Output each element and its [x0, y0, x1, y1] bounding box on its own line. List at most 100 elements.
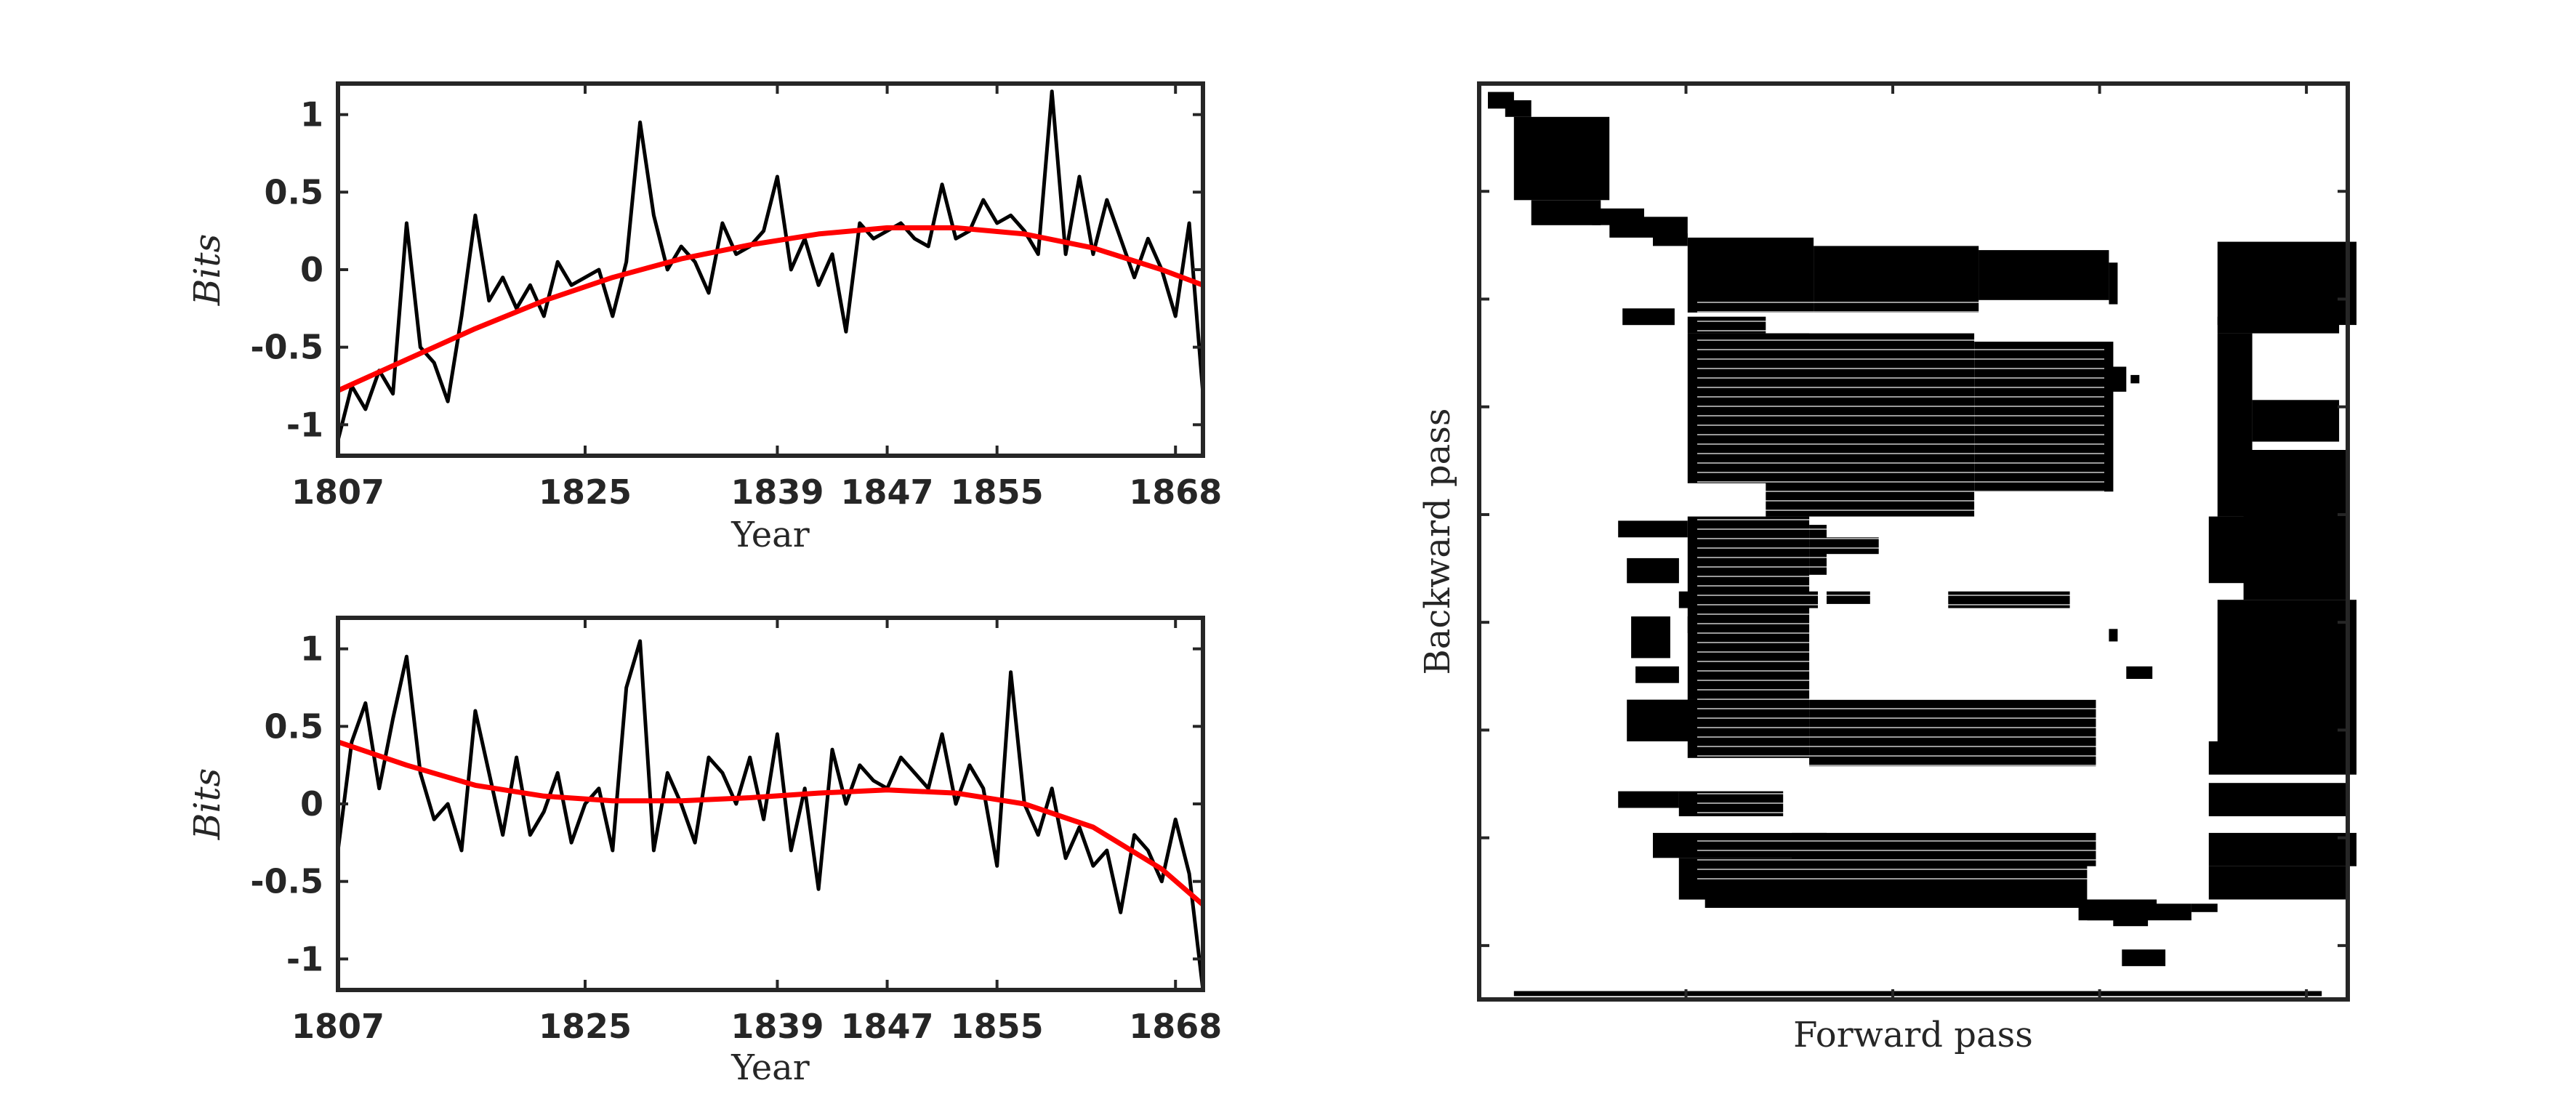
heatmap-block [1627, 558, 1679, 584]
heatmap-block [1513, 991, 2322, 997]
heatmap-texture [1697, 604, 2104, 605]
heatmap-texture [1697, 321, 2104, 322]
heatmap-texture [1697, 481, 2104, 483]
top-chart-series [338, 89, 1203, 443]
heatmap-texture [1697, 349, 2104, 350]
bottom-x-tick-label: 1839 [730, 1007, 824, 1046]
bottom-y-tick-label: 0.5 [265, 707, 324, 746]
heatmap-x-label: Forward pass [1793, 1015, 2033, 1055]
heatmap-texture [1697, 339, 2104, 341]
heatmap-texture [1697, 727, 2104, 728]
heatmap-block [2208, 866, 2348, 900]
heatmap-texture [1697, 302, 2104, 303]
bottom-chart-x-label: Year [730, 1047, 810, 1088]
top-x-tick-label: 1855 [951, 472, 1044, 512]
heatmap-texture [1697, 538, 2104, 539]
heatmap-block [2130, 374, 2140, 384]
heatmap-texture [1697, 623, 2104, 624]
bottom-chart-y-tick-labels: 1 0.5 0 -0.5 -1 [250, 629, 323, 979]
bottom-line-chart: 1807 1825 1839 1847 1855 1868 1 0.5 0 -0.5 -1 Yea… [186, 616, 1222, 1088]
heatmap-block [1505, 100, 1531, 117]
heatmap-block [2122, 949, 2166, 967]
heatmap-texture [1697, 406, 2104, 407]
heatmap-block [2109, 366, 2127, 392]
bottom-y-tick-label: 0 [300, 784, 323, 824]
top-y-tick-label: -1 [286, 405, 323, 444]
heatmap-block [2208, 516, 2261, 584]
heatmap-texture [1697, 708, 2104, 709]
heatmap-texture [1697, 472, 2104, 473]
heatmap-texture [1697, 368, 2104, 369]
heatmap-texture [1697, 831, 2104, 832]
heatmap-frame [1477, 81, 2350, 1002]
heatmap-block [1979, 250, 2109, 300]
top-y-tick-label: 1 [300, 95, 323, 134]
top-chart-y-label: Bits [186, 234, 228, 307]
heatmap-texture [1697, 821, 2104, 823]
top-chart-ticks [337, 84, 1203, 456]
heatmap-block [2217, 600, 2356, 767]
heatmap-texture [1697, 585, 2104, 587]
top-chart-y-tick-labels: 1 0.5 0 -0.5 -1 [250, 95, 323, 445]
heatmap-block [1635, 666, 1679, 683]
top-series-line-0 [338, 89, 1203, 443]
heatmap-texture [1697, 358, 2104, 360]
top-chart-x-label: Year [730, 515, 810, 555]
top-line-chart: 1807 1825 1839 1847 1855 1868 1 0.5 0 -0.5 -1 Yea… [186, 81, 1222, 555]
bottom-series-line-1 [338, 739, 1203, 908]
heatmap-block [2109, 262, 2118, 305]
heatmap-texture [1697, 519, 2104, 520]
bottom-chart-x-tick-labels: 1807 1825 1839 1847 1855 1868 [291, 1007, 1222, 1046]
heatmap-texture [1697, 415, 2104, 416]
heatmap-block [2078, 903, 2149, 921]
top-y-tick-label: -0.5 [250, 328, 323, 367]
heatmap-texture [1697, 859, 2104, 861]
bottom-chart-series [338, 639, 1203, 990]
heatmap-texture [1697, 793, 2104, 794]
heatmap-texture [1697, 462, 2104, 464]
heatmap-block [2208, 783, 2348, 816]
heatmap-block [1618, 791, 1679, 808]
heatmap-texture [1697, 595, 2104, 596]
heatmap-block [1687, 616, 1723, 633]
top-x-tick-label: 1847 [841, 472, 934, 512]
heatmap-texture [1697, 424, 2104, 426]
bottom-x-tick-label: 1825 [539, 1007, 632, 1046]
heatmap-texture [1697, 500, 2104, 502]
top-y-tick-label: 0.5 [265, 172, 324, 212]
heatmap-block [2217, 241, 2356, 326]
heatmap-texture [1697, 689, 2104, 691]
heatmap-block [1631, 616, 1670, 659]
top-x-tick-label: 1825 [539, 472, 632, 512]
heatmap-texture [1697, 528, 2104, 530]
heatmap-marks [1488, 92, 2356, 997]
heatmap-texture [1697, 878, 2104, 879]
heatmap-texture [1697, 746, 2104, 747]
top-series-line-1 [338, 225, 1203, 393]
top-y-tick-label: 0 [300, 250, 323, 289]
heatmap-texture [1697, 443, 2104, 445]
heatmap-texture [1697, 840, 2104, 842]
heatmap-texture [1697, 850, 2104, 851]
heatmap-block [1622, 308, 1675, 326]
heatmap-block [2217, 316, 2340, 334]
heatmap-block [2208, 832, 2356, 866]
heatmap-texture [1697, 642, 2104, 643]
heatmap-texture [1697, 387, 2104, 388]
heatmap-texture [1697, 377, 2104, 379]
heatmap-texture [1697, 434, 2104, 435]
bottom-y-tick-label: 1 [300, 629, 323, 669]
heatmap-block [1687, 237, 1814, 313]
heatmap-texture [1697, 755, 2104, 757]
bottom-chart-y-label: Bits [186, 768, 228, 841]
heatmap-y-label: Backward pass [1417, 408, 1458, 675]
heatmap-texture [1697, 566, 2104, 568]
heatmap-block [1814, 246, 1979, 313]
heatmap-y-ticks [1479, 84, 2348, 999]
heatmap-texture [1697, 784, 2104, 785]
heatmap-texture [1697, 765, 2104, 766]
heatmap-texture [1697, 802, 2104, 804]
heatmap-block [1809, 525, 1827, 575]
bottom-y-tick-label: -0.5 [250, 862, 323, 901]
heatmap-texture [1697, 651, 2104, 653]
